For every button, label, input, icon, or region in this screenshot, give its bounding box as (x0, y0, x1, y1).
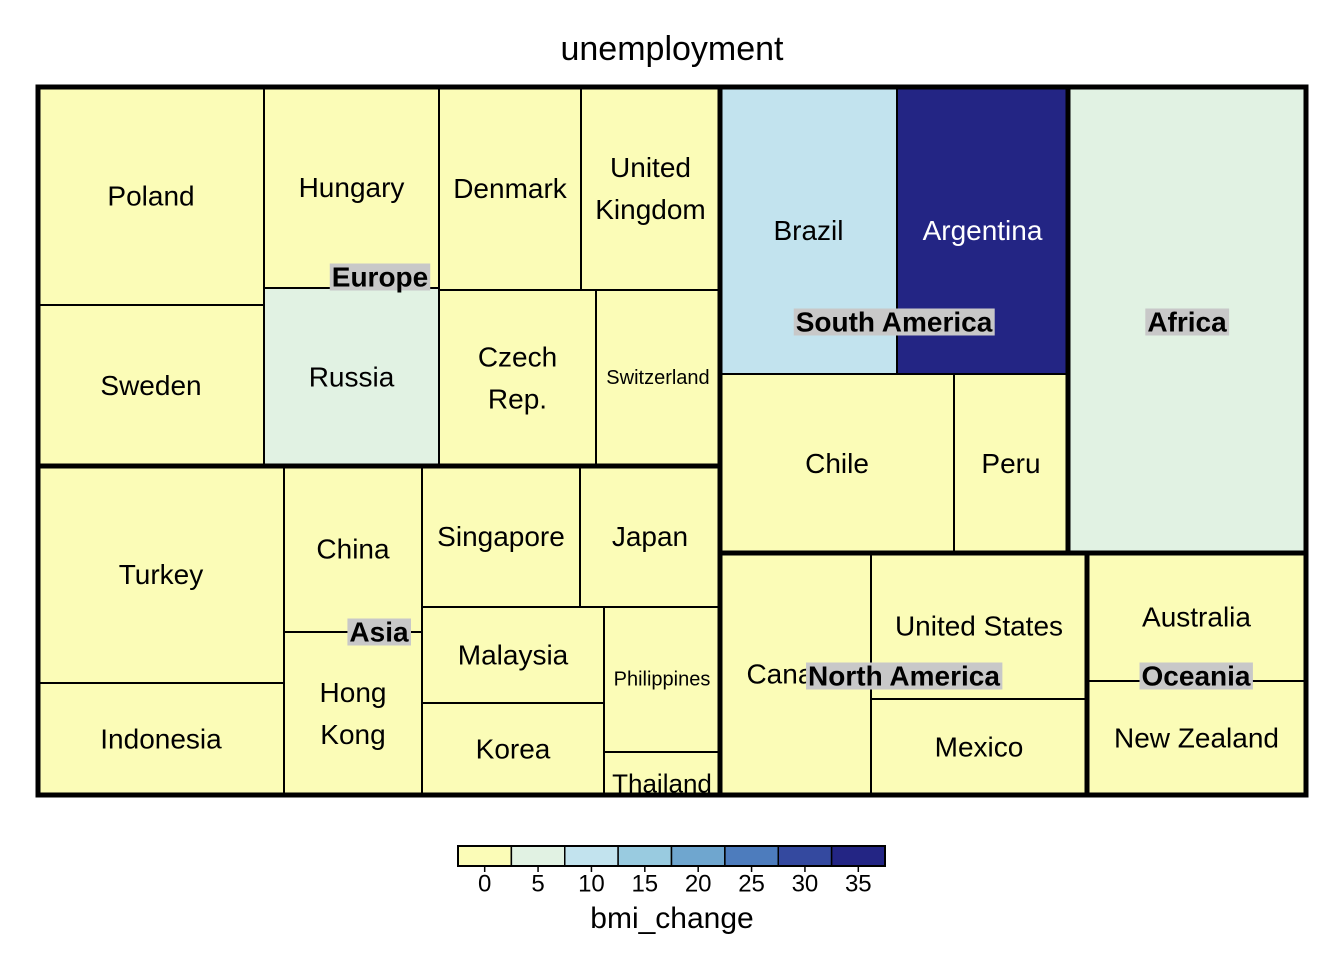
group-label-bg-africa (1145, 308, 1230, 336)
label-malaysia: Malaysia (458, 640, 569, 671)
chart-title: unemployment (560, 30, 784, 68)
tile-australia (1086, 552, 1307, 682)
group-label-bg-asia (347, 618, 411, 646)
label-philippines: Philippines (614, 669, 711, 691)
legend-swatch-4 (617, 845, 673, 867)
legend-swatch-7 (777, 845, 833, 867)
tile-peru (953, 373, 1069, 554)
tile-hong-kong (283, 631, 423, 796)
legend-swatch-5 (670, 845, 726, 867)
tile-new-zealand (1086, 680, 1307, 796)
label-korea: Korea (476, 734, 551, 765)
tile-chile (719, 373, 955, 554)
legend-swatch-1 (457, 845, 513, 867)
label-australia: Australia (1142, 602, 1251, 633)
label-sweden: Sweden (100, 370, 201, 401)
legend-tick-label-5: 5 (531, 871, 544, 898)
tile-thailand (603, 751, 721, 796)
label-singapore: Singapore (437, 521, 565, 552)
label-peru: Peru (981, 448, 1040, 479)
group-label-south-america: South America (796, 307, 993, 338)
tile-russia (263, 287, 440, 467)
label-denmark: Denmark (453, 173, 568, 204)
tile-china (283, 465, 423, 633)
label-hong-kong-line-2: Kong (320, 719, 385, 750)
label-brazil: Brazil (773, 215, 843, 246)
label-japan: Japan (612, 521, 688, 552)
legend-swatch-2 (510, 845, 566, 867)
label-united-states: United States (895, 611, 1063, 642)
group-label-africa: Africa (1147, 307, 1227, 338)
legend-swatch-3 (564, 845, 619, 867)
legend-swatch-6 (724, 845, 779, 867)
group-label-europe: Europe (332, 262, 428, 293)
label-czech-rep-line-1: Czech (478, 342, 557, 373)
group-label-oceania: Oceania (1142, 661, 1251, 692)
label-indonesia: Indonesia (100, 724, 222, 755)
label-turkey: Turkey (119, 559, 204, 590)
legend-tick-label-30: 30 (792, 871, 819, 898)
tile-malaysia (421, 606, 605, 704)
label-czech-rep-line-2: Rep. (488, 384, 547, 415)
legend-tick-label-10: 10 (578, 871, 605, 898)
tile-poland (37, 86, 265, 306)
group-label-bg-europe (329, 263, 431, 291)
tile-hungary (263, 86, 440, 289)
group-label-north-america: North America (808, 661, 1000, 692)
legend-tick-label-25: 25 (738, 871, 765, 898)
label-poland: Poland (107, 181, 194, 212)
label-argentina: Argentina (923, 215, 1043, 246)
tile-turkey (37, 465, 285, 684)
legend-tick-label-15: 15 (631, 871, 658, 898)
label-chile: Chile (805, 448, 869, 479)
tile-korea (421, 702, 605, 796)
group-label-bg-south-america (793, 308, 995, 336)
label-united-kingdom-line-1: United (610, 152, 691, 183)
tile-united-kingdom (580, 86, 721, 291)
legend-title: bmi_change (590, 902, 754, 935)
label-china: China (316, 534, 390, 565)
group-label-bg-north-america (806, 662, 1003, 690)
label-new-zealand: New Zealand (1114, 723, 1279, 754)
label-hong-kong-line-1: Hong (320, 677, 387, 708)
label-united-kingdom-line-2: Kingdom (595, 194, 706, 225)
tile-czech-rep (438, 289, 597, 467)
tile-sweden (37, 304, 265, 467)
label-russia: Russia (309, 362, 395, 393)
tile-mexico (870, 698, 1088, 796)
label-hungary: Hungary (299, 172, 405, 203)
label-mexico: Mexico (935, 732, 1024, 763)
tile-philippines (603, 606, 721, 753)
legend-swatch-8 (830, 845, 886, 867)
group-label-bg-oceania (1139, 662, 1253, 690)
legend-tick-label-0: 0 (478, 871, 491, 898)
legend-tick-label-35: 35 (845, 871, 872, 898)
label-switzerland: Switzerland (606, 367, 709, 389)
group-label-asia: Asia (349, 617, 409, 648)
group-border-oceania (1084, 550, 1309, 798)
legend-tick-label-20: 20 (685, 871, 712, 898)
legend-frame (457, 845, 886, 867)
